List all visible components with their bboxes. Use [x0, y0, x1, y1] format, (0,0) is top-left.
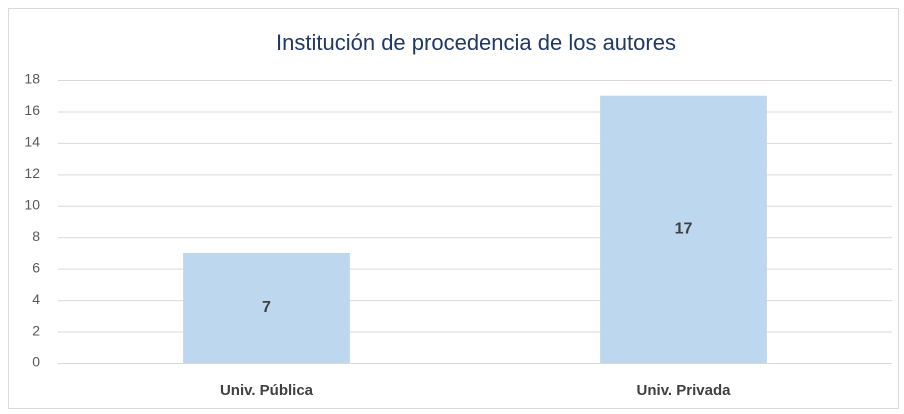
- y-tick-label: 12: [24, 165, 40, 181]
- chart-title: Institución de procedencia de los autore…: [276, 30, 676, 55]
- y-tick-label: 2: [32, 322, 40, 338]
- data-label: 7: [262, 299, 271, 316]
- y-tick-label: 16: [24, 102, 40, 118]
- y-tick-label: 0: [32, 354, 40, 370]
- y-tick-label: 6: [32, 259, 40, 275]
- data-label: 17: [675, 221, 693, 238]
- bar: [183, 252, 350, 363]
- x-tick-label: Univ. Privada: [637, 382, 732, 399]
- bar: [600, 95, 767, 363]
- y-tick-label: 18: [24, 71, 40, 87]
- y-tick-label: 4: [32, 291, 40, 307]
- y-tick-label: 14: [24, 134, 40, 150]
- y-tick-label: 10: [24, 196, 40, 212]
- x-tick-label: Univ. Pública: [220, 382, 314, 399]
- y-tick-label: 8: [32, 228, 40, 244]
